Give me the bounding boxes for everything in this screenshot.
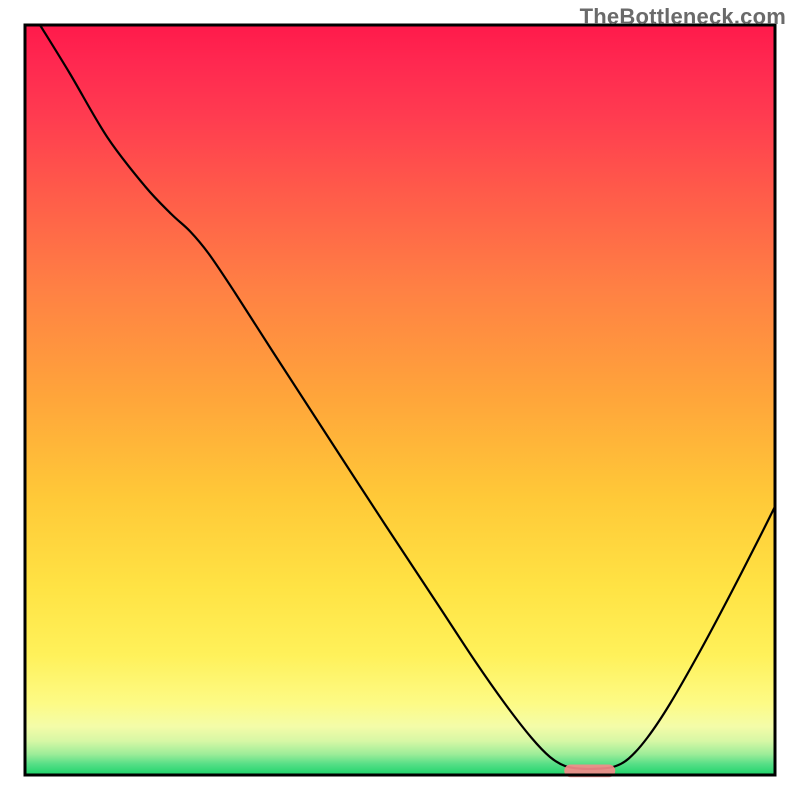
gradient-background (25, 25, 775, 775)
bottleneck-chart (0, 0, 800, 800)
chart-container: TheBottleneck.com (0, 0, 800, 800)
watermark-text: TheBottleneck.com (580, 4, 786, 30)
